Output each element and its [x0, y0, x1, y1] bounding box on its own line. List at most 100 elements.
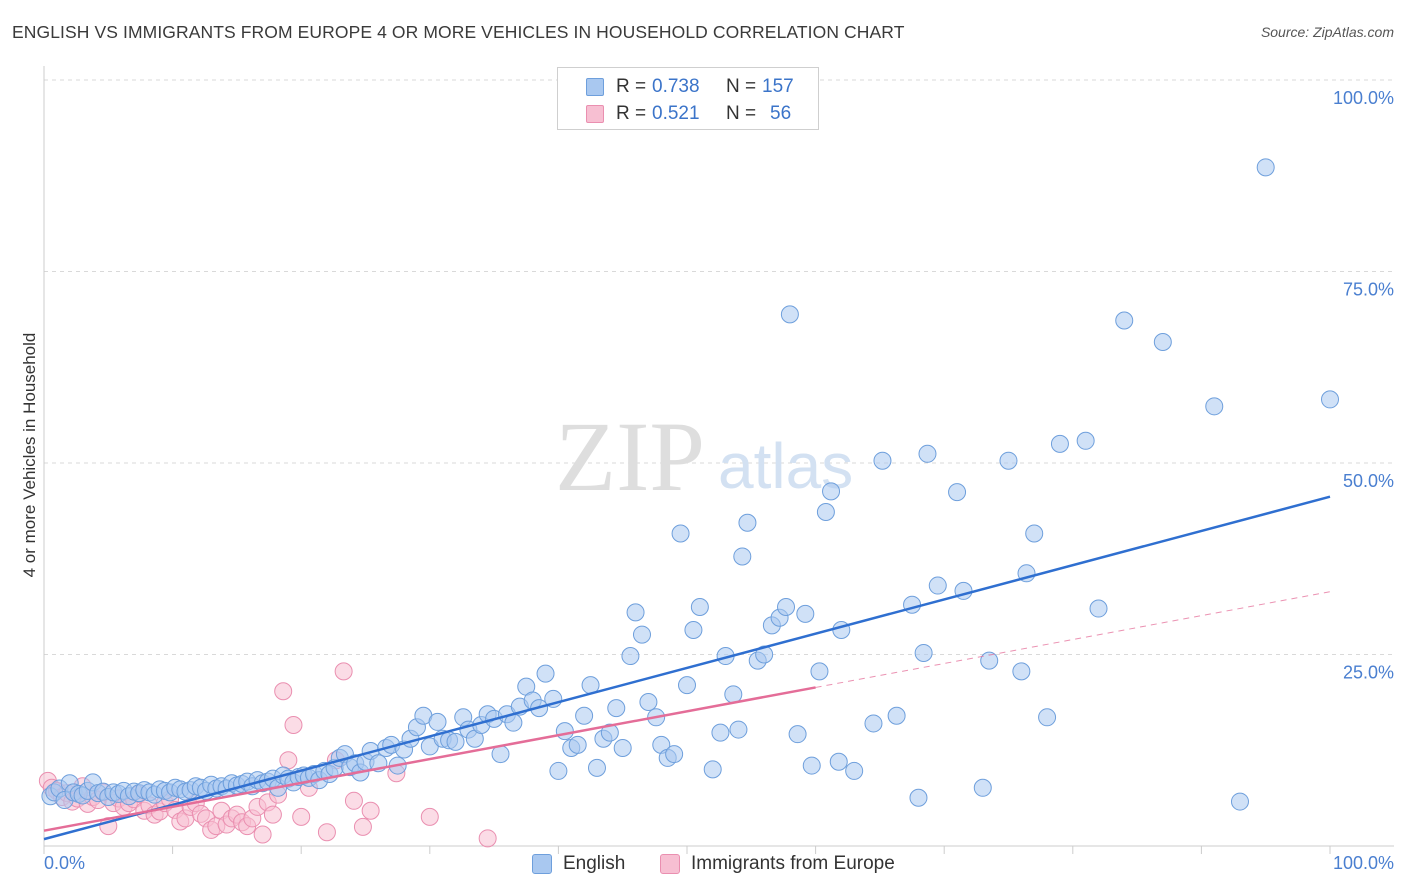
- europe-point: [344, 791, 363, 810]
- english-point: [684, 620, 703, 639]
- english-point: [1256, 158, 1275, 177]
- english-point: [639, 692, 658, 711]
- english-point: [536, 664, 555, 683]
- english-point: [780, 305, 799, 324]
- n-label: N =: [726, 103, 757, 124]
- english-point: [909, 788, 928, 807]
- europe-point: [253, 825, 272, 844]
- europe-trend-line: [43, 686, 816, 832]
- r-value: 0.738: [652, 76, 700, 97]
- r-label: R =: [616, 76, 647, 97]
- english-point: [733, 547, 752, 566]
- y-axis-title: 4 or more Vehicles in Household: [20, 333, 39, 578]
- europe-trend-extension: [815, 591, 1331, 688]
- europe-point: [284, 715, 303, 734]
- english-point: [729, 720, 748, 739]
- series-legend: English Immigrants from Europe: [0, 852, 1406, 880]
- europe-point: [353, 817, 372, 836]
- english-point: [1205, 397, 1224, 416]
- english-point: [587, 758, 606, 777]
- english-point: [613, 738, 632, 757]
- stats-legend: R = 0.738 N = 157 R = 0.521 N = 56: [557, 67, 819, 130]
- watermark-zip: ZIP: [555, 401, 705, 512]
- english-point: [1230, 792, 1249, 811]
- english-point: [665, 745, 684, 764]
- english-point: [549, 761, 568, 780]
- y-tick-label: 100.0%: [1333, 88, 1394, 108]
- english-point: [788, 725, 807, 744]
- english-point: [626, 603, 645, 622]
- trend-lines: [43, 495, 1331, 841]
- english-point: [973, 778, 992, 797]
- english-point: [738, 513, 757, 532]
- axes: [43, 66, 1394, 854]
- english-point: [796, 604, 815, 623]
- english-point: [703, 760, 722, 779]
- europe-point: [263, 805, 282, 824]
- english-point: [999, 451, 1018, 470]
- english-point: [678, 676, 696, 695]
- english-point: [845, 761, 864, 780]
- r-label: R =: [616, 103, 647, 124]
- english-point: [1153, 332, 1172, 351]
- europe-point: [274, 682, 293, 701]
- y-tick-label: 25.0%: [1343, 663, 1394, 683]
- y-tick-label: 50.0%: [1343, 471, 1394, 491]
- source-label: Source: ZipAtlas.com: [1260, 24, 1394, 40]
- europe-point: [279, 751, 298, 770]
- english-swatch: [586, 78, 604, 96]
- chart-title: ENGLISH VS IMMIGRANTS FROM EUROPE 4 OR M…: [12, 22, 905, 42]
- legend-row-english: R = 0.738 N = 157: [558, 73, 818, 101]
- europe-point: [420, 807, 439, 826]
- r-value: 0.521: [652, 103, 700, 124]
- y-tick-label: 75.0%: [1343, 280, 1394, 300]
- english-point: [1321, 390, 1339, 409]
- europe-point: [292, 807, 311, 826]
- x-tick-label: 0.0%: [44, 853, 85, 873]
- english-point: [690, 598, 709, 617]
- n-value: 56: [770, 103, 792, 124]
- x-tick-label: 100.0%: [1333, 853, 1394, 873]
- english-point: [887, 706, 906, 725]
- english-point: [568, 735, 587, 754]
- europe-points: [38, 662, 497, 848]
- english-point: [873, 451, 892, 470]
- europe-point: [478, 829, 497, 848]
- english-point: [914, 643, 933, 662]
- english-point: [1115, 311, 1134, 330]
- english-points: [41, 158, 1339, 811]
- europe-legend-label[interactable]: Immigrants from Europe: [691, 853, 895, 874]
- english-point: [607, 699, 626, 718]
- n-label: N =: [726, 76, 757, 97]
- english-point: [1038, 708, 1057, 727]
- english-point: [802, 756, 821, 775]
- english-point: [829, 752, 848, 771]
- english-point: [1050, 434, 1069, 453]
- english-point: [822, 482, 841, 501]
- english-point: [1089, 599, 1108, 618]
- europe-legend-swatch[interactable]: [660, 854, 680, 874]
- europe-swatch: [586, 105, 604, 123]
- tick-labels: 25.0% 50.0% 75.0% 100.0% 0.0% 100.0%: [44, 88, 1394, 873]
- english-legend-label[interactable]: English: [563, 853, 626, 874]
- english-point: [632, 625, 651, 644]
- english-point: [918, 444, 937, 463]
- legend-row-europe: R = 0.521 N = 56: [558, 100, 818, 128]
- english-point: [864, 714, 883, 733]
- english-point: [928, 576, 947, 595]
- english-point: [711, 723, 730, 742]
- english-point: [1012, 662, 1031, 681]
- english-trend-line: [43, 495, 1331, 841]
- english-point: [980, 651, 999, 670]
- english-point: [1076, 431, 1095, 450]
- english-point: [428, 712, 447, 731]
- english-point: [810, 662, 829, 681]
- english-point: [777, 598, 796, 617]
- english-legend-swatch[interactable]: [532, 854, 552, 874]
- europe-point: [361, 801, 380, 820]
- english-point: [948, 483, 967, 502]
- english-point: [1025, 524, 1044, 543]
- english-point: [724, 685, 743, 704]
- english-point: [446, 732, 465, 751]
